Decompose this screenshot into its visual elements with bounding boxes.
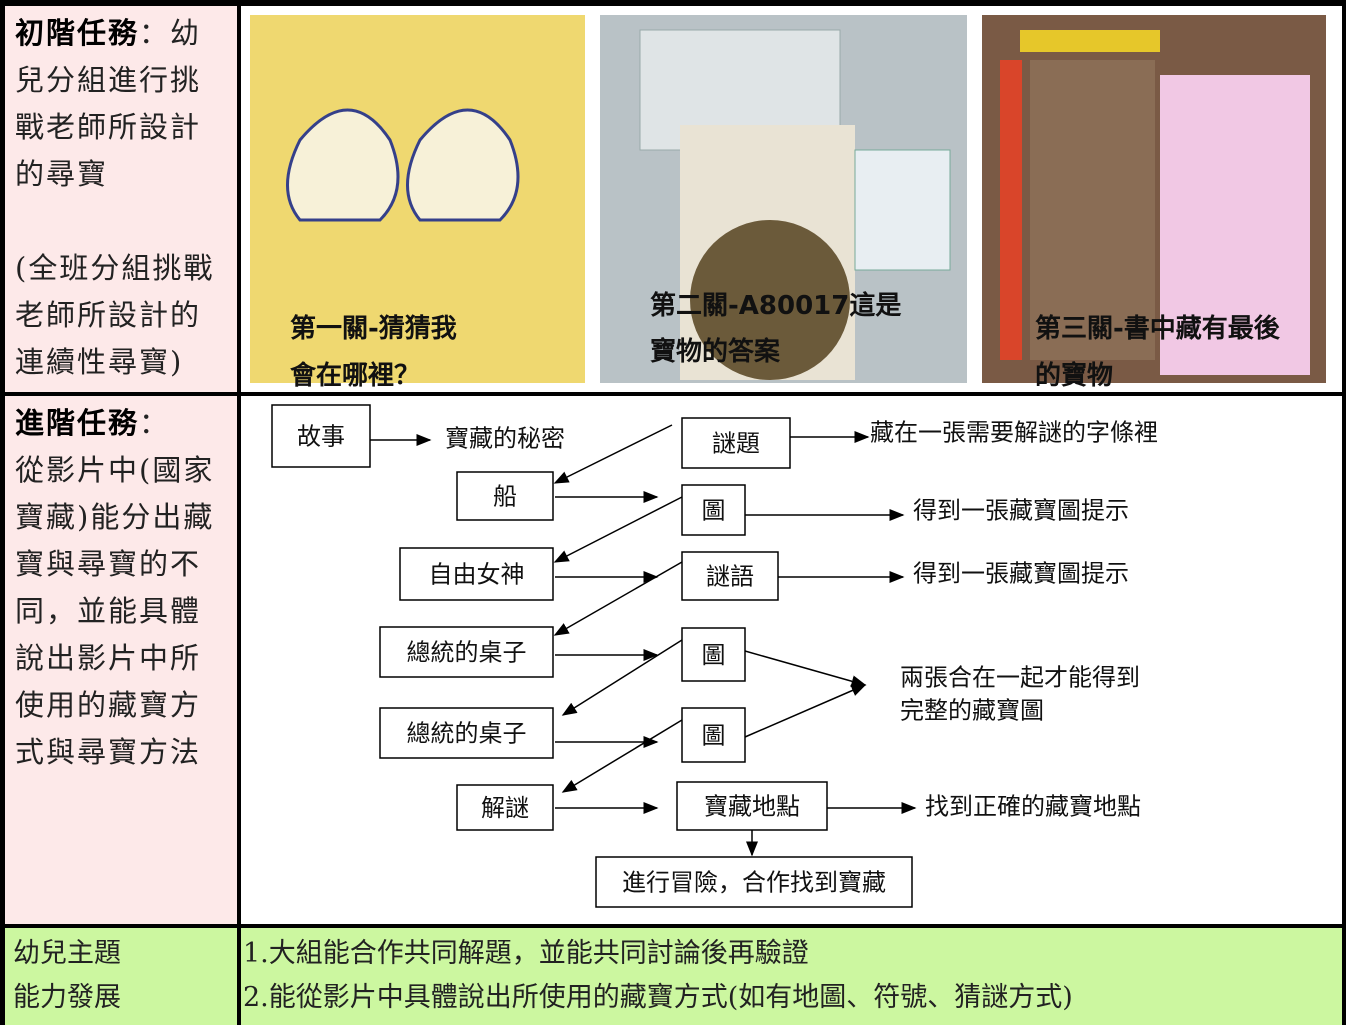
flow-note: 得到一張藏寶圖提示 <box>913 497 1129 525</box>
advanced-task-cell: 進階任務： 從影片中(國家寶藏)能分出藏寶與尋寶的不同，並能具體說出影片中所使用… <box>5 396 237 924</box>
flow-arrow <box>561 719 683 793</box>
flow-note: 得到一張藏寶圖提示 <box>913 560 1129 588</box>
advanced-task-colon: ： <box>139 406 171 440</box>
basic-task-cell: 初階任務：幼兒分組進行挑戰老師所設計的尋寶 (全班分組挑戰老師所設計的連續性尋寶… <box>5 6 237 392</box>
flow-box <box>681 484 746 536</box>
basic-task-text: 初階任務：幼兒分組進行挑戰老師所設計的尋寶 <box>15 10 231 198</box>
flow-box <box>681 417 791 469</box>
photo-caption: 第三關-書中藏有最後 <box>1035 314 1280 344</box>
flow-node-label: 故事 <box>297 423 345 451</box>
flow-node-label: 謎題 <box>712 430 760 458</box>
flow-arrow <box>744 684 867 738</box>
development-item: 2.能從影片中具體說出所使用的藏寶方式(如有地圖、符號、猜謎方式) <box>243 982 1073 1013</box>
photo-3 <box>982 15 1326 383</box>
advanced-task-paragraph: 從影片中(國家寶藏)能分出藏寶與尋寶的不同，並能具體說出影片中所使用的藏寶方式與… <box>15 453 215 769</box>
flow-node-label: 進行冒險，合作找到寶藏 <box>622 869 886 897</box>
flow-box <box>456 784 554 831</box>
flow-arrow <box>561 639 683 716</box>
basic-task-note: (全班分組挑戰老師所設計的連續性尋寶) <box>15 251 215 379</box>
advanced-task-text: 進階任務： <box>15 400 231 447</box>
flow-note: 兩張合在一起才能得到 <box>900 664 1140 692</box>
flow-arrow <box>553 496 683 563</box>
basic-task-paragraph: ：幼兒分組進行挑戰老師所設計的尋寶 <box>15 16 202 191</box>
flow-node-label: 圖 <box>702 497 726 525</box>
photo-caption: 寶物的答案 <box>650 337 781 367</box>
development-heading: 能力發展 <box>13 982 121 1013</box>
flow-box <box>379 626 554 678</box>
photo-caption: 會在哪裡？ <box>290 361 421 391</box>
flow-node-label: 自由女神 <box>429 561 525 589</box>
development-items-cell: 1.大組能合作共同解題，並能共同討論後再驗證 2.能從影片中具體說出所使用的藏寶… <box>241 928 1342 1025</box>
development-heading: 幼兒主題 <box>13 938 121 969</box>
flow-note: 寶藏的秘密 <box>445 425 565 453</box>
flow-arrow <box>553 561 683 636</box>
photo-1 <box>250 15 585 383</box>
flow-node-label: 總統的桌子 <box>407 720 527 748</box>
photo-2 <box>600 15 967 383</box>
flow-note: 藏在一張需要解謎的字條裡 <box>870 419 1158 447</box>
flow-box <box>676 781 828 831</box>
flow-arrow <box>553 424 673 484</box>
flow-node-label: 謎語 <box>706 563 754 591</box>
photo-caption: 第二關-A80017這是 <box>650 291 902 321</box>
flow-node-label: 總統的桌子 <box>407 639 527 667</box>
photo-caption: 的寶物 <box>1035 361 1114 391</box>
advanced-task-heading: 進階任務 <box>15 406 140 440</box>
flow-box <box>456 471 554 521</box>
flow-box <box>399 547 554 601</box>
basic-task-heading: 初階任務 <box>15 16 140 50</box>
flow-node-label: 船 <box>493 483 517 511</box>
flow-node-label: 圖 <box>702 641 726 669</box>
development-label-cell: 幼兒主題 能力發展 <box>5 928 237 1025</box>
flow-box <box>379 707 554 759</box>
flow-box <box>681 551 779 601</box>
flow-arrow <box>744 650 867 688</box>
flow-note: 完整的藏寶圖 <box>900 697 1044 725</box>
photo-caption: 第一關-猜猜我 <box>290 314 457 344</box>
flow-box <box>595 856 913 908</box>
flow-node-label: 圖 <box>702 722 726 750</box>
flow-box <box>681 627 746 682</box>
flow-node-label: 寶藏地點 <box>704 793 800 821</box>
flow-note: 找到正確的藏寶地點 <box>925 793 1141 821</box>
flow-box <box>271 404 371 468</box>
development-item: 1.大組能合作共同解題，並能共同討論後再驗證 <box>243 938 809 969</box>
flow-node-label: 解謎 <box>481 794 529 822</box>
flow-box <box>681 707 746 763</box>
